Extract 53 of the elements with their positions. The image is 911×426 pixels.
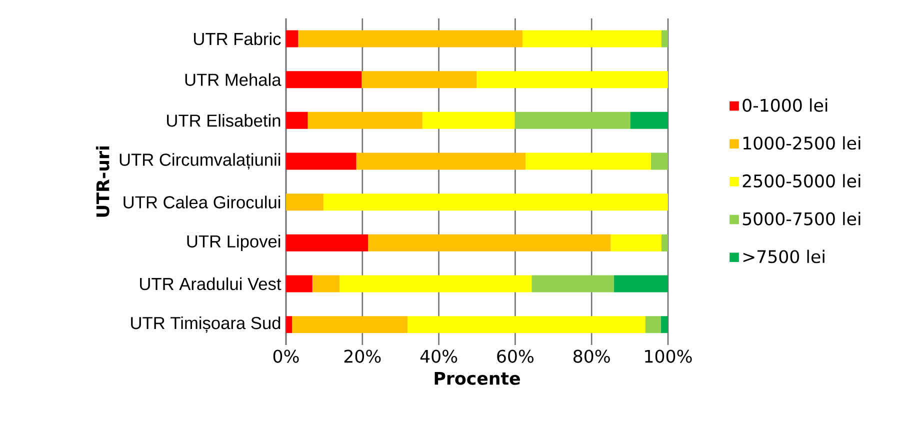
bar [650,152,668,170]
x-tick-label: 0% [273,350,299,363]
bar [286,194,324,211]
bar [662,30,668,48]
bar [286,316,292,334]
bar [660,316,668,334]
legend-label: 1000-2500 lei [743,136,860,150]
bar [356,152,526,170]
bar [323,194,668,211]
bar [526,152,651,170]
bar [292,316,408,334]
y-tick-label: UTR Elisabetin [167,114,280,127]
bar [362,71,477,88]
bar [286,71,362,88]
bar [407,316,646,334]
legend-label: >7500 lei [743,250,824,264]
bar [422,112,515,129]
bar [614,275,668,292]
bar [308,112,422,129]
bar [368,234,611,252]
bar [514,112,630,129]
legend-label: 0-1000 lei [742,98,828,112]
y-tick-label: UTR Circumvalațiunii [120,153,280,170]
bar [339,275,532,292]
bar [286,152,356,170]
legend-label: 5000-7500 lei [742,212,860,226]
bar [645,316,661,334]
bar [312,275,340,292]
bar [286,112,308,129]
bar [286,275,312,292]
bar [532,275,614,292]
y-tick-label: UTR Lipovei [187,234,280,251]
bar [630,112,668,129]
x-tick-label: 40% [420,350,458,363]
y-axis-title: UTR-uri [96,146,110,217]
bar [286,234,368,252]
x-tick-label: 60% [497,350,534,363]
bar [662,234,668,252]
y-tick-label: UTR Aradului Vest [140,277,282,290]
bar [298,30,522,48]
bar [286,30,298,48]
y-tick-label: UTR Calea Girocului [124,196,280,208]
y-tick-label: UTR Fabric [194,32,281,46]
bar [476,71,668,88]
y-tick-label: UTR Timișoara Sud [131,316,280,333]
y-tick-label: UTR Mehala [185,73,282,86]
legend-label: 2500-5000 lei [742,174,860,188]
bar [610,234,662,252]
x-tick-label: 100% [645,350,692,363]
x-axis-title: Procente [434,372,520,385]
x-tick-label: 80% [574,350,610,363]
x-tick-label: 20% [344,350,381,363]
bar [522,30,662,48]
